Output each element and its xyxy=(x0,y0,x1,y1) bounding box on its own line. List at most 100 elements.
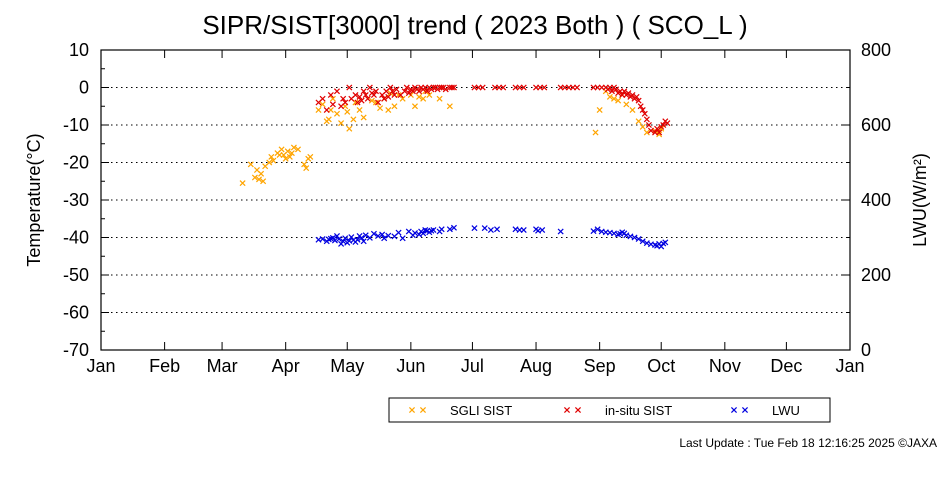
data-point xyxy=(389,88,396,95)
data-point xyxy=(319,235,326,243)
data-point xyxy=(621,88,628,95)
data-point xyxy=(370,91,377,99)
data-point xyxy=(635,118,642,125)
data-marks xyxy=(239,84,671,250)
data-point xyxy=(340,238,347,245)
data-point xyxy=(635,97,642,104)
data-point xyxy=(354,99,361,106)
data-point xyxy=(416,88,423,95)
data-point xyxy=(625,90,632,97)
data-point xyxy=(247,161,254,168)
data-point xyxy=(284,148,291,155)
month-label: Jun xyxy=(396,356,425,376)
data-point xyxy=(385,232,392,239)
data-point xyxy=(282,155,289,162)
data-point xyxy=(286,153,293,160)
data-point xyxy=(656,129,663,136)
y2-tick-label: 200 xyxy=(861,265,891,285)
y-tick-label: -50 xyxy=(63,265,89,285)
month-label: Jan xyxy=(835,356,864,376)
data-point xyxy=(606,93,613,100)
data-point xyxy=(627,233,634,240)
data-point xyxy=(448,84,455,91)
y-tick-label: -30 xyxy=(63,190,89,210)
data-point xyxy=(344,108,351,115)
month-label: Nov xyxy=(709,356,741,376)
data-point xyxy=(411,103,418,110)
data-point xyxy=(660,121,667,129)
y-tick-label: -70 xyxy=(63,340,89,360)
data-point xyxy=(329,95,336,102)
data-point xyxy=(387,84,394,91)
data-point xyxy=(613,86,620,93)
data-point xyxy=(436,95,443,102)
data-point xyxy=(358,97,365,104)
data-point xyxy=(639,123,646,130)
month-label: Mar xyxy=(207,356,238,376)
data-point xyxy=(615,97,622,104)
legend-marker xyxy=(741,406,749,414)
data-point xyxy=(372,99,379,106)
data-point xyxy=(329,101,336,108)
data-point xyxy=(395,229,402,236)
month-label: Dec xyxy=(770,356,802,376)
data-point xyxy=(375,99,382,106)
month-label: Oct xyxy=(647,356,675,376)
data-point xyxy=(356,106,363,114)
data-point xyxy=(494,226,501,233)
data-point xyxy=(333,232,341,240)
data-point xyxy=(639,238,646,245)
data-point xyxy=(377,105,384,112)
data-point xyxy=(479,84,486,91)
series-sgli-sist xyxy=(239,88,665,187)
right-axis-ticks: 800 600 400 200 0 xyxy=(842,40,891,360)
data-point xyxy=(594,226,601,233)
data-point xyxy=(656,131,663,138)
y2-tick-label: 0 xyxy=(861,340,871,360)
data-point xyxy=(420,230,427,237)
data-point xyxy=(278,146,285,153)
data-point xyxy=(333,110,341,117)
y-tick-label: 0 xyxy=(79,78,89,98)
data-point xyxy=(319,95,326,102)
left-axis-ticks: 10 0 -10 -20 -30 -40 -50 -60 -70 xyxy=(63,40,109,360)
data-point xyxy=(393,86,400,93)
series-lwu xyxy=(315,224,669,250)
data-point xyxy=(362,232,369,239)
data-point xyxy=(430,226,437,234)
data-point xyxy=(356,93,363,100)
data-point xyxy=(360,88,367,95)
data-point xyxy=(608,88,615,95)
legend-label: in-situ SIST xyxy=(605,403,672,418)
data-point xyxy=(350,116,357,123)
data-point xyxy=(539,226,546,234)
data-point xyxy=(487,226,494,234)
data-point xyxy=(637,103,644,110)
data-point xyxy=(325,116,332,123)
data-point xyxy=(520,84,527,91)
y-tick-label: -40 xyxy=(63,228,89,248)
data-point xyxy=(336,235,343,243)
plot-frame xyxy=(100,49,851,351)
data-point xyxy=(405,90,412,97)
y-tick-label: -10 xyxy=(63,115,89,135)
data-point xyxy=(446,226,453,233)
data-point xyxy=(342,235,349,242)
data-point xyxy=(375,232,382,240)
data-point xyxy=(590,228,597,235)
data-point xyxy=(409,88,416,95)
month-axis-ticks: Jan Feb Mar Apr May Jun Jul Aug Sep Oct Nov Dec Jan xyxy=(86,50,865,376)
data-point xyxy=(645,121,652,129)
data-point xyxy=(301,161,308,168)
y2-axis-label: LWU(W/m²) xyxy=(910,153,930,247)
series-in-situ-sist xyxy=(315,84,671,136)
data-point xyxy=(633,93,640,100)
y2-tick-label: 400 xyxy=(861,190,891,210)
y2-tick-label: 800 xyxy=(861,40,891,60)
data-point xyxy=(360,238,367,245)
data-point xyxy=(323,106,330,114)
last-update-text: Last Update : Tue Feb 18 12:16:25 2025 ©… xyxy=(679,436,937,450)
data-point xyxy=(629,91,636,99)
data-point xyxy=(327,91,334,99)
data-point xyxy=(610,95,618,102)
